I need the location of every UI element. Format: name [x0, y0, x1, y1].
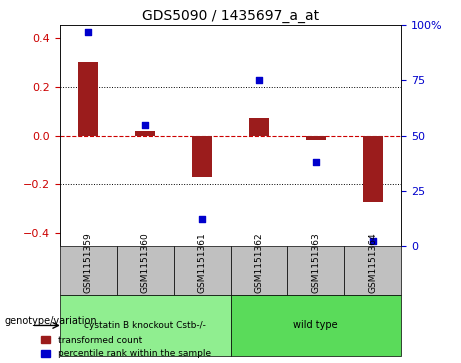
Text: GSM1151363: GSM1151363	[311, 232, 320, 293]
Text: GSM1151361: GSM1151361	[198, 232, 207, 293]
Bar	[78, 62, 98, 135]
Point	[85, 29, 92, 35]
Point	[142, 122, 149, 127]
Title: GDS5090 / 1435697_a_at: GDS5090 / 1435697_a_at	[142, 9, 319, 23]
FancyBboxPatch shape	[230, 295, 401, 356]
Text: genotype/variation: genotype/variation	[5, 316, 97, 326]
Text: GSM1151359: GSM1151359	[84, 232, 93, 293]
Text: cystatin B knockout Cstb-/-: cystatin B knockout Cstb-/-	[84, 321, 206, 330]
FancyBboxPatch shape	[60, 246, 117, 295]
FancyBboxPatch shape	[287, 246, 344, 295]
FancyBboxPatch shape	[344, 246, 401, 295]
Legend: transformed count, percentile rank within the sample: transformed count, percentile rank withi…	[41, 336, 211, 359]
Text: GSM1151360: GSM1151360	[141, 232, 150, 293]
Bar	[306, 135, 326, 140]
Point	[312, 159, 319, 165]
FancyBboxPatch shape	[60, 295, 230, 356]
Bar	[135, 131, 155, 135]
Bar	[249, 118, 269, 135]
Text: wild type: wild type	[294, 321, 338, 330]
Bar	[363, 135, 383, 201]
Text: GSM1151364: GSM1151364	[368, 232, 377, 293]
FancyBboxPatch shape	[230, 246, 287, 295]
FancyBboxPatch shape	[174, 246, 230, 295]
Text: GSM1151362: GSM1151362	[254, 232, 263, 293]
Point	[255, 78, 263, 83]
FancyBboxPatch shape	[117, 246, 174, 295]
Point	[369, 238, 376, 244]
Bar	[192, 135, 212, 177]
Point	[198, 216, 206, 222]
